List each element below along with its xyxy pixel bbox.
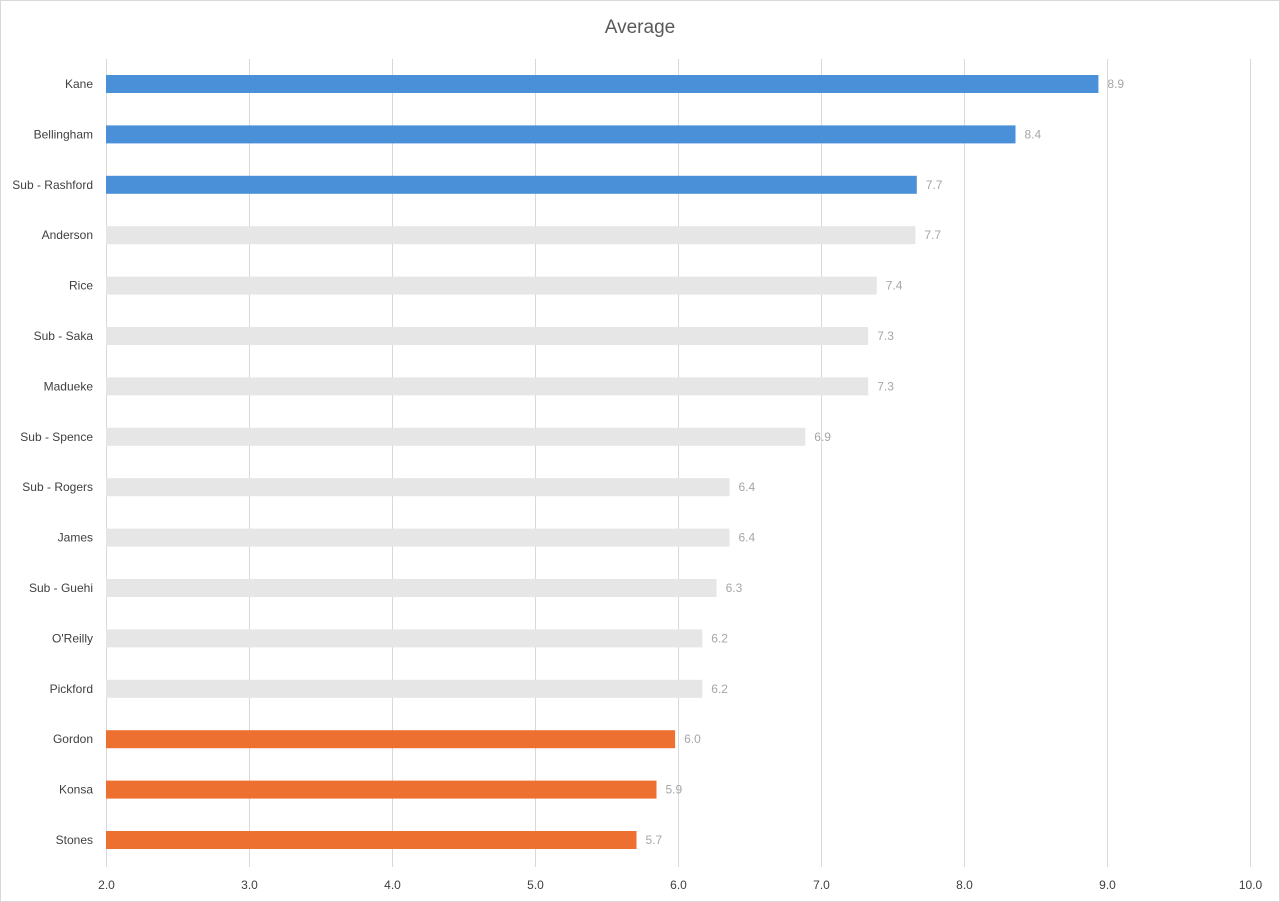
bar <box>106 780 657 799</box>
data-label: 7.3 <box>877 379 894 393</box>
data-label: 6.0 <box>684 732 701 746</box>
bar <box>106 579 717 597</box>
bar <box>106 679 703 698</box>
bar <box>106 427 806 446</box>
bar <box>106 175 917 194</box>
category-label: Sub - Rashford <box>12 178 93 192</box>
bar <box>106 276 877 295</box>
x-tick-label: 5.0 <box>527 878 544 892</box>
category-label: Madueke <box>44 379 94 393</box>
data-label: 5.7 <box>646 833 663 847</box>
x-tick-label: 8.0 <box>956 878 973 892</box>
data-label: 6.2 <box>711 631 728 645</box>
category-label: Gordon <box>53 732 93 746</box>
x-tick-label: 4.0 <box>384 878 401 892</box>
data-label: 6.2 <box>711 682 728 696</box>
category-label: Sub - Rogers <box>22 480 93 494</box>
category-label: Rice <box>69 279 93 293</box>
x-tick-label: 2.0 <box>98 878 115 892</box>
data-label: 7.3 <box>877 329 894 343</box>
x-tick-label: 7.0 <box>813 878 830 892</box>
bar <box>106 629 703 648</box>
x-tick-label: 6.0 <box>670 878 687 892</box>
x-tick-label: 10.0 <box>1239 878 1263 892</box>
data-label: 6.4 <box>739 531 756 545</box>
bar <box>106 327 869 345</box>
data-label: 7.7 <box>924 228 941 242</box>
category-label: Pickford <box>50 682 93 696</box>
bar <box>106 125 1016 144</box>
data-label: 5.9 <box>666 783 683 797</box>
bar <box>106 831 637 849</box>
category-label: Kane <box>65 77 93 91</box>
category-label: Konsa <box>59 783 93 797</box>
bar <box>106 226 916 245</box>
category-label: Bellingham <box>34 127 93 141</box>
category-label: Sub - Saka <box>34 329 94 343</box>
category-label: Anderson <box>42 228 93 242</box>
category-label: Sub - Guehi <box>29 581 93 595</box>
chart-title: Average <box>605 17 675 38</box>
data-label: 6.4 <box>739 480 756 494</box>
data-label: 6.3 <box>726 581 743 595</box>
data-label: 7.4 <box>886 279 903 293</box>
data-label: 8.4 <box>1025 127 1042 141</box>
category-label: James <box>58 531 93 545</box>
bar <box>106 75 1099 93</box>
x-tick-label: 9.0 <box>1099 878 1116 892</box>
bar <box>106 730 676 749</box>
bar <box>106 528 730 547</box>
data-label: 8.9 <box>1107 77 1124 91</box>
data-label: 6.9 <box>814 430 831 444</box>
x-tick-label: 3.0 <box>241 878 258 892</box>
category-label: Stones <box>56 833 93 847</box>
bar <box>106 377 869 396</box>
data-label: 7.7 <box>926 178 943 192</box>
bar <box>106 478 730 497</box>
category-label: Sub - Spence <box>20 430 93 444</box>
category-label: O'Reilly <box>52 631 93 645</box>
